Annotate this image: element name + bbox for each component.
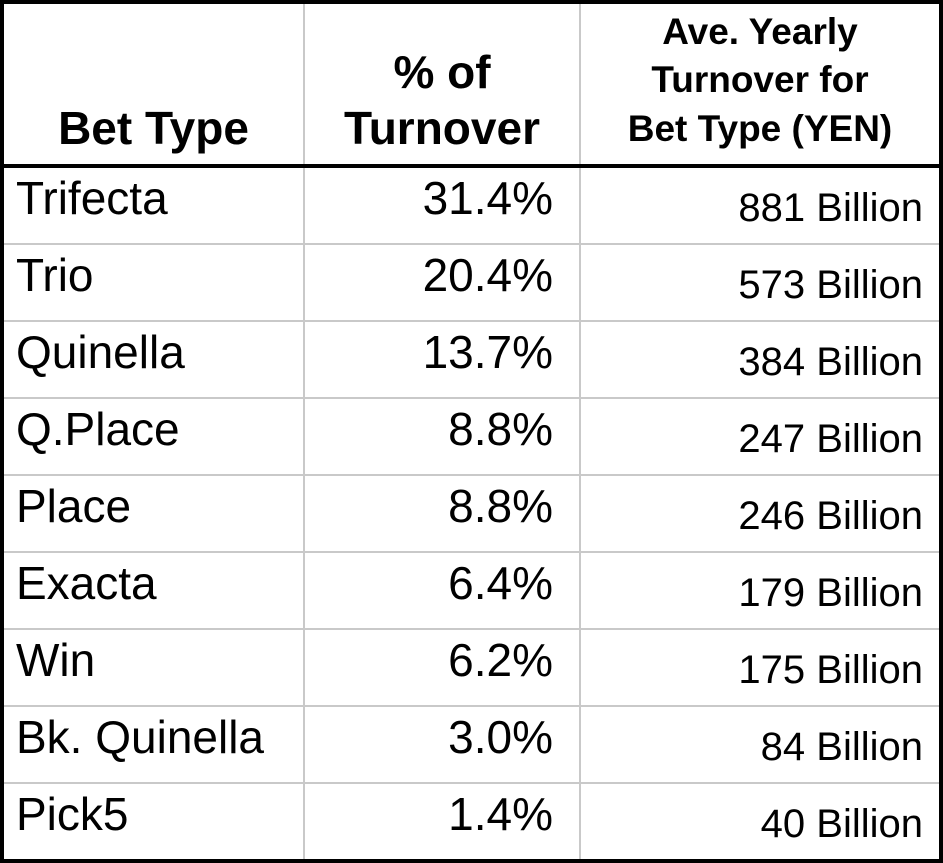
yearly-turnover-cell: 40 Billion xyxy=(760,802,923,846)
header-cell-bet-type: Bet Type xyxy=(4,4,305,164)
bet-type-cell: Pick5 xyxy=(4,784,305,859)
table-body: Trifecta 31.4% 881 Billion Trio 20.4% 57… xyxy=(4,168,939,859)
pct-turnover-cell: 20.4% xyxy=(305,245,581,320)
bet-type-cell: Quinella xyxy=(4,322,305,397)
bet-type-cell: Q.Place xyxy=(4,399,305,474)
table-row: Exacta 6.4% 179 Billion xyxy=(4,551,939,628)
table-row: Pick5 1.4% 40 Billion xyxy=(4,782,939,859)
bet-type-cell: Exacta xyxy=(4,553,305,628)
table-row: Bk. Quinella 3.0% 84 Billion xyxy=(4,705,939,782)
yearly-turnover-cell: 573 Billion xyxy=(738,263,923,307)
pct-turnover-cell: 13.7% xyxy=(305,322,581,397)
yearly-turnover-cell: 84 Billion xyxy=(760,725,923,769)
bet-type-cell: Trio xyxy=(4,245,305,320)
pct-turnover-cell: 8.8% xyxy=(305,399,581,474)
table-row: Quinella 13.7% 384 Billion xyxy=(4,320,939,397)
bet-type-cell: Win xyxy=(4,630,305,705)
yearly-turnover-cell: 881 Billion xyxy=(738,186,923,230)
table-row: Place 8.8% 246 Billion xyxy=(4,474,939,551)
table-row: Trifecta 31.4% 881 Billion xyxy=(4,168,939,243)
pct-turnover-cell: 6.4% xyxy=(305,553,581,628)
bet-type-cell: Bk. Quinella xyxy=(4,707,305,782)
pct-turnover-cell: 8.8% xyxy=(305,476,581,551)
pct-turnover-cell: 31.4% xyxy=(305,168,581,243)
yearly-turnover-cell: 384 Billion xyxy=(738,340,923,384)
table-header-row: Bet Type % of Turnover Ave. Yearly Turno… xyxy=(4,4,939,168)
yearly-turnover-cell: 175 Billion xyxy=(738,648,923,692)
bet-type-cell: Place xyxy=(4,476,305,551)
yearly-turnover-cell: 246 Billion xyxy=(738,494,923,538)
yearly-turnover-cell: 179 Billion xyxy=(738,571,923,615)
table-row: Win 6.2% 175 Billion xyxy=(4,628,939,705)
table-row: Q.Place 8.8% 247 Billion xyxy=(4,397,939,474)
header-cell-avg-yearly-turnover: Ave. Yearly Turnover for Bet Type (YEN) xyxy=(627,10,893,150)
header-cell-pct-turnover: % of Turnover xyxy=(305,4,581,164)
bet-type-cell: Trifecta xyxy=(4,168,305,243)
pct-turnover-cell: 1.4% xyxy=(305,784,581,859)
pct-turnover-cell: 6.2% xyxy=(305,630,581,705)
pct-turnover-cell: 3.0% xyxy=(305,707,581,782)
yearly-turnover-cell: 247 Billion xyxy=(738,417,923,461)
table-row: Trio 20.4% 573 Billion xyxy=(4,243,939,320)
